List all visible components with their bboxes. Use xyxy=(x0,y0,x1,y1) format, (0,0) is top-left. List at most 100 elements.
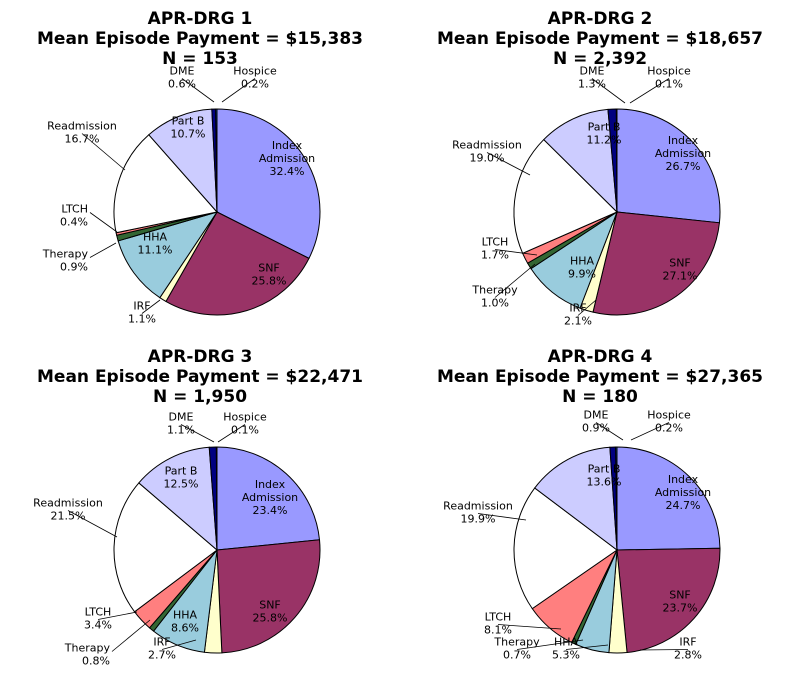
leader-line-therapy xyxy=(89,242,117,258)
slice-label-hha: HHA 9.9% xyxy=(568,255,596,281)
chart-title: APR-DRG 2 xyxy=(548,9,653,29)
pie-slice-hospice xyxy=(615,108,618,213)
slice-label-hha: HHA 11.1% xyxy=(138,231,173,257)
pie-panel-3: APR-DRG 3 Mean Episode Payment = $22,471 N… xyxy=(0,338,400,676)
slice-label-ltch: LTCH 1.7% xyxy=(481,236,509,262)
slice-label-readmission: Readmission 16.7% xyxy=(47,120,117,146)
slice-label-part-b: Part B 12.5% xyxy=(164,465,199,491)
pie-slice-index-admission xyxy=(616,446,721,551)
slice-label-irf: IRF 2.7% xyxy=(148,636,176,662)
chart-subtitle-n: N = 153 xyxy=(162,49,238,69)
leader-line-therapy xyxy=(494,263,536,298)
leader-line-irf xyxy=(639,649,689,651)
leader-line-irf xyxy=(141,299,161,314)
slice-label-index-admission: Index Admission 32.4% xyxy=(259,139,315,178)
slice-label-part-b: Part B 13.6% xyxy=(587,463,622,489)
pie-slice-snf xyxy=(165,211,310,316)
pie-slice-index-admission xyxy=(216,108,321,260)
leader-line-hha xyxy=(565,644,609,650)
slice-label-part-b: Part B 11.2% xyxy=(587,121,622,147)
chart-subtitle-payment: Mean Episode Payment = $27,365 xyxy=(437,367,763,387)
leader-line-readmission xyxy=(477,513,527,521)
leader-line-hospice xyxy=(217,424,246,443)
pie-slice-hospice xyxy=(615,446,618,551)
slice-label-hospice: Hospice 0.1% xyxy=(223,411,267,437)
pie-slice-part-b xyxy=(534,446,618,552)
pie-panel-2: APR-DRG 2 Mean Episode Payment = $18,657 N… xyxy=(400,0,800,338)
leader-line-irf xyxy=(161,639,197,650)
slice-label-snf: SNF 25.8% xyxy=(252,262,287,288)
chart-title: APR-DRG 3 xyxy=(148,347,253,367)
slice-label-readmission: Readmission 19.0% xyxy=(452,139,522,165)
chart-subtitle-payment: Mean Episode Payment = $18,657 xyxy=(437,29,763,49)
slice-label-snf: SNF 27.1% xyxy=(663,257,698,283)
slice-label-dme: DME 0.9% xyxy=(582,409,610,435)
chart-subtitle-n: N = 180 xyxy=(562,387,638,407)
pie-slice-index-admission xyxy=(616,108,721,224)
leader-line-readmission xyxy=(486,152,531,176)
pie-slice-part-b xyxy=(138,446,218,552)
leader-line-irf xyxy=(577,299,597,316)
leader-line-dme xyxy=(181,78,215,103)
chart-subtitle-n: N = 2,392 xyxy=(553,49,647,69)
slice-label-irf: IRF 2.1% xyxy=(564,302,592,328)
slice-label-therapy: Therapy 0.7% xyxy=(493,636,540,662)
slice-label-readmission: Readmission 21.5% xyxy=(33,497,103,523)
leader-line-therapy xyxy=(111,619,151,652)
pie-slice-readmission xyxy=(113,482,218,613)
slice-label-hha: HHA 5.3% xyxy=(552,636,580,662)
slice-label-therapy: Therapy 0.8% xyxy=(64,642,111,668)
pie-slice-hospice xyxy=(215,108,218,213)
slice-label-snf: SNF 25.8% xyxy=(253,599,288,625)
slice-label-hospice: Hospice 0.2% xyxy=(233,65,277,91)
pie-slice-part-b xyxy=(148,108,218,214)
leader-line-readmission xyxy=(67,510,118,538)
slice-label-therapy: Therapy 1.0% xyxy=(471,284,518,310)
leader-line-hospice xyxy=(630,422,670,441)
leader-line-dme xyxy=(595,422,624,441)
leader-line-dme xyxy=(591,78,626,104)
slice-label-irf: IRF 1.1% xyxy=(128,300,156,326)
pie-slice-readmission xyxy=(513,487,618,610)
slice-label-hospice: Hospice 0.2% xyxy=(647,409,691,435)
slice-label-dme: DME 0.6% xyxy=(168,65,196,91)
slice-label-ltch: LTCH 8.1% xyxy=(484,611,512,637)
pie-slice-readmission xyxy=(113,134,218,234)
slice-label-part-b: Part B 10.7% xyxy=(171,115,206,141)
chart-title: APR-DRG 1 xyxy=(148,9,253,29)
slice-label-readmission: Readmission 19.9% xyxy=(443,500,513,526)
slice-label-irf: IRF 2.8% xyxy=(674,636,702,662)
pie-slice-index-admission xyxy=(216,446,321,551)
slice-label-index-admission: Index Admission 26.7% xyxy=(655,134,711,173)
pie-slice-hha xyxy=(117,211,219,299)
slice-label-dme: DME 1.3% xyxy=(578,65,606,91)
leader-line-ltch xyxy=(497,624,562,630)
pie-panel-1: APR-DRG 1 Mean Episode Payment = $15,383 N… xyxy=(0,0,400,338)
pie-slice-snf xyxy=(592,211,720,316)
slice-label-hha: HHA 8.6% xyxy=(171,609,199,635)
slice-label-therapy: Therapy 0.9% xyxy=(42,248,89,274)
pie-slice-hospice xyxy=(215,446,218,551)
leader-line-ltch xyxy=(97,611,138,620)
leader-line-ltch xyxy=(89,212,118,233)
pie-panel-4: APR-DRG 4 Mean Episode Payment = $27,365 N… xyxy=(400,338,800,676)
chart-title: APR-DRG 4 xyxy=(548,347,653,367)
leader-line-hospice xyxy=(629,78,670,104)
slice-label-ltch: LTCH 3.4% xyxy=(84,606,112,632)
pie-slice-snf xyxy=(216,539,321,654)
leader-line-hospice xyxy=(221,78,256,103)
chart-subtitle-n: N = 1,950 xyxy=(153,387,247,407)
leader-line-therapy xyxy=(516,639,584,650)
chart-subtitle-payment: Mean Episode Payment = $15,383 xyxy=(37,29,363,49)
slice-label-ltch: LTCH 0.4% xyxy=(60,203,88,229)
chart-subtitle-payment: Mean Episode Payment = $22,471 xyxy=(37,367,363,387)
slice-label-dme: DME 1.1% xyxy=(167,411,195,437)
slice-label-index-admission: Index Admission 23.4% xyxy=(242,478,298,517)
slice-label-snf: SNF 23.7% xyxy=(663,589,698,615)
leader-line-readmission xyxy=(81,133,126,171)
slice-label-index-admission: Index Admission 24.7% xyxy=(655,473,711,512)
